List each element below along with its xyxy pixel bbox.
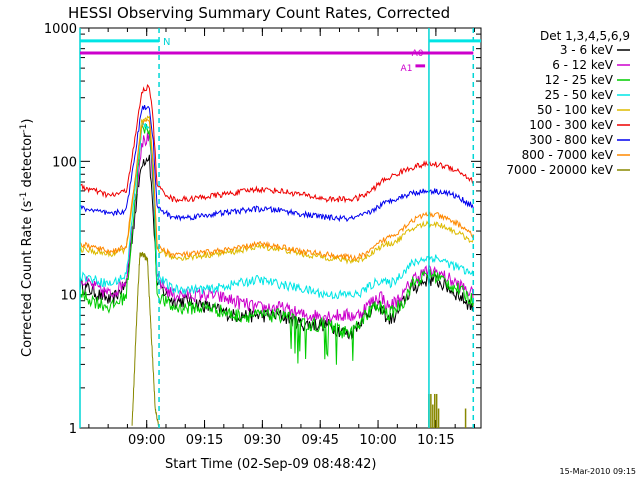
y-tick-label: 10	[60, 289, 77, 304]
legend-label: 3 - 6 keV	[560, 43, 614, 57]
y-axis-label-end: )	[20, 119, 35, 124]
y-axis-label-sup1: -1	[19, 192, 29, 201]
y-axis-label-main: Corrected Count Rate (s	[20, 200, 35, 357]
series-line-1	[79, 131, 474, 324]
series-line-7	[79, 119, 474, 262]
x-tick-label: 09:15	[186, 433, 223, 448]
y-axis-label-mid: detector	[20, 132, 35, 192]
legend-label: 300 - 800 keV	[529, 133, 613, 147]
annotation-layer: N A0 A1	[79, 28, 481, 428]
y-axis-label: Corrected Count Rate (s-1 detector-1)	[19, 119, 35, 357]
series-line-6	[79, 104, 474, 223]
y-axis-label-sup2: -1	[19, 124, 29, 133]
series-line-2	[79, 124, 474, 365]
x-tick-label: 09:30	[244, 433, 281, 448]
legend-title: Det 1,3,4,5,6,9	[540, 29, 630, 43]
y-tick-label: 1000	[44, 22, 77, 37]
plot-area	[79, 27, 482, 429]
attenuator-a0-label: A0	[412, 49, 424, 59]
legend-label: 800 - 7000 keV	[522, 148, 614, 162]
x-tick-label: 09:00	[128, 433, 165, 448]
x-tick-label: 09:45	[301, 433, 338, 448]
x-axis-label: Start Time (02-Sep-09 08:48:42)	[165, 457, 376, 472]
legend-label: 25 - 50 keV	[545, 88, 614, 102]
legend-label: 7000 - 20000 keV	[506, 163, 613, 177]
legend-label: 6 - 12 keV	[552, 58, 614, 72]
attenuator-a1-label: A1	[401, 64, 413, 74]
series-line-8	[131, 251, 160, 428]
night-label: N	[163, 37, 170, 48]
chart-title: HESSI Observing Summary Count Rates, Cor…	[68, 4, 450, 22]
x-tick-label: 10:00	[359, 433, 396, 448]
y-axis-ticks: 1 10 100 1000	[44, 22, 481, 437]
legend-label: 12 - 25 keV	[545, 73, 614, 87]
series-line-5	[79, 84, 474, 204]
x-tick-label: 10:15	[417, 433, 454, 448]
footer-timestamp: 15-Mar-2010 09:15	[560, 467, 637, 476]
x-axis-ticks: 09:00 09:15 09:30 09:45 10:00 10:15	[88, 28, 475, 448]
legend-label: 100 - 300 keV	[529, 118, 613, 132]
y-tick-label: 100	[52, 155, 77, 170]
series-layer	[79, 84, 474, 428]
y-tick-label: 1	[69, 422, 77, 437]
series-line-3	[79, 120, 474, 300]
legend-label: 50 - 100 keV	[537, 103, 614, 117]
